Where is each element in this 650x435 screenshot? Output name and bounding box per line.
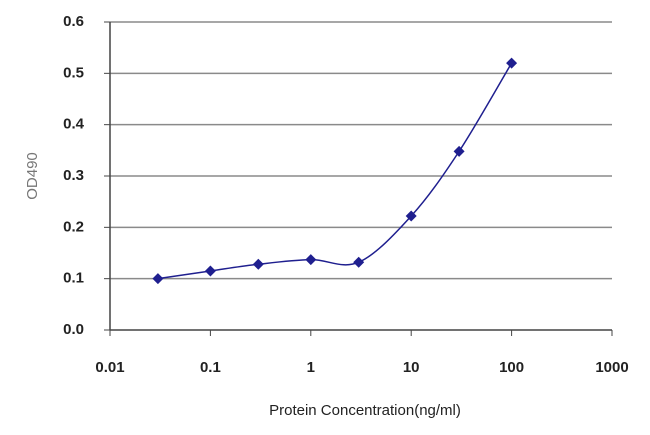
- x-tick-label: 1: [307, 359, 315, 376]
- data-point: [305, 254, 317, 266]
- x-tick-label: 0.1: [200, 359, 221, 376]
- y-axis-label: OD490: [24, 152, 41, 200]
- data-point: [252, 258, 264, 270]
- x-tick-label: 10: [403, 359, 420, 376]
- y-tick-label: 0.3: [63, 167, 84, 184]
- x-tick-label: 0.01: [95, 359, 124, 376]
- x-axis-label: Protein Concentration(ng/ml): [269, 402, 461, 419]
- y-tick-label: 0.2: [63, 218, 84, 235]
- y-tick-label: 0.5: [63, 64, 84, 81]
- data-point: [453, 145, 465, 157]
- y-tick-label: 0.1: [63, 270, 84, 287]
- x-tick-label: 100: [499, 359, 524, 376]
- y-tick-label: 0.4: [63, 116, 85, 133]
- data-point: [353, 256, 365, 268]
- data-point: [405, 210, 417, 222]
- data-point: [506, 57, 518, 69]
- data-line: [157, 62, 513, 280]
- y-tick-label: 0.0: [63, 321, 84, 338]
- y-tick-label: 0.6: [63, 13, 84, 30]
- data-point: [152, 273, 164, 285]
- x-tick-label: 1000: [595, 359, 628, 376]
- data-point: [204, 265, 216, 277]
